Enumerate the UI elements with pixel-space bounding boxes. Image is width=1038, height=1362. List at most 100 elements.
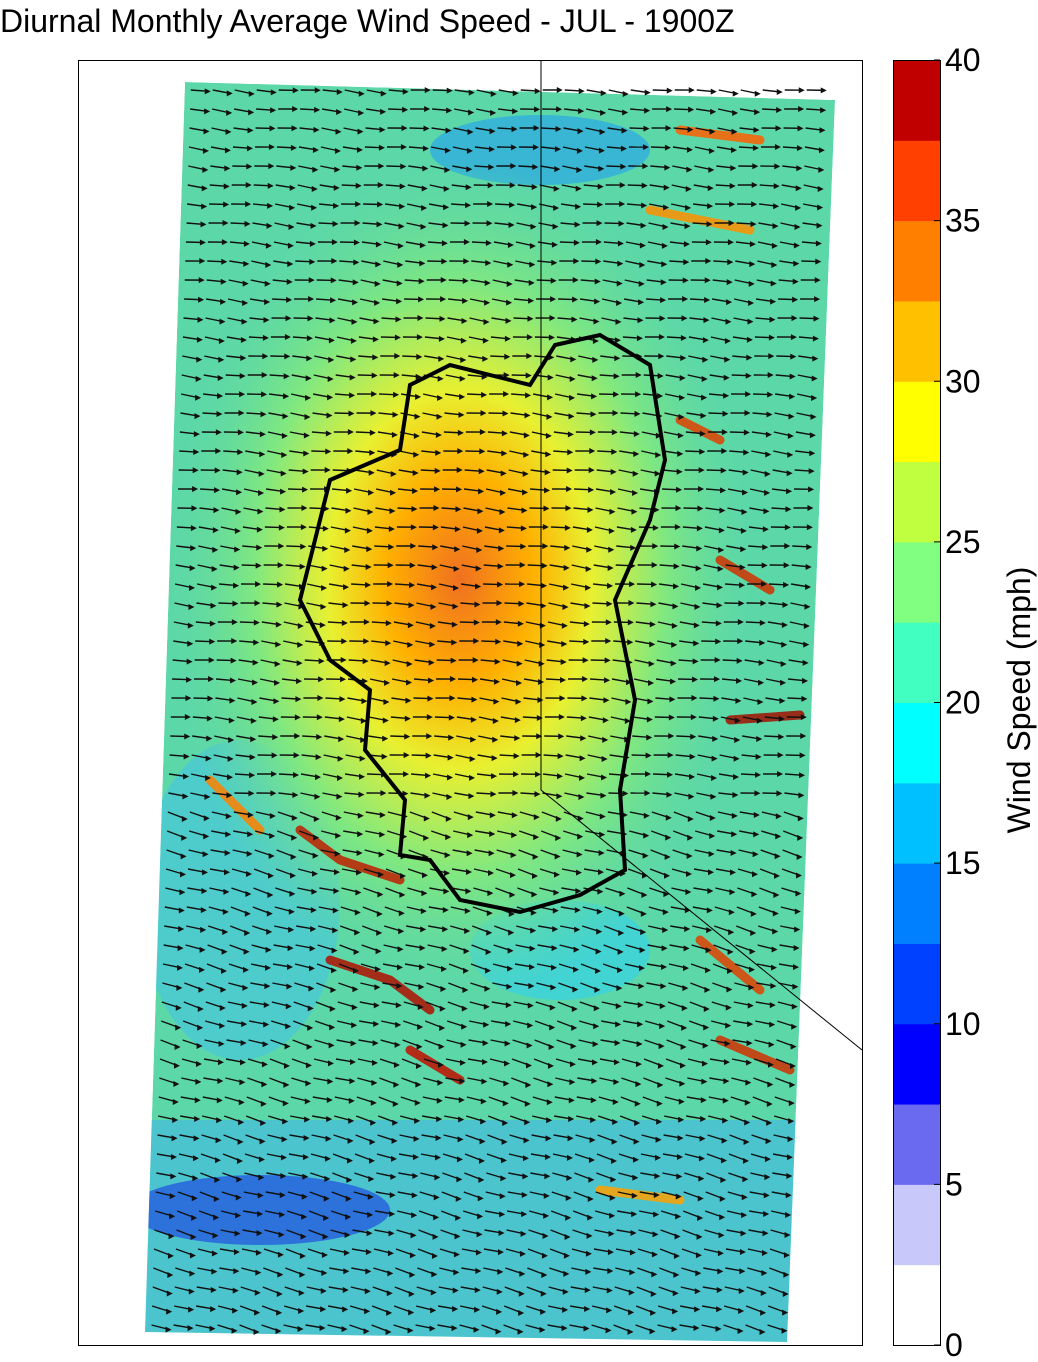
arrow-head: [478, 1176, 485, 1183]
arrow-head: [721, 448, 728, 455]
arrow-head: [191, 1214, 198, 1221]
arrow-head: [278, 543, 285, 550]
arrow-head: [371, 1059, 378, 1066]
arrow-head: [725, 1022, 732, 1029]
arrow-head: [672, 603, 679, 610]
arrow-head: [313, 834, 320, 841]
arrow-head: [782, 1290, 789, 1297]
arrow-head: [198, 277, 205, 284]
arrow-head: [270, 89, 277, 96]
arrow-head: [663, 184, 670, 191]
arrow-head: [739, 582, 746, 589]
arrow-head: [412, 1154, 419, 1161]
arrow-head: [352, 279, 359, 286]
arrow-head: [436, 1116, 443, 1123]
arrow-head: [723, 1078, 730, 1085]
arrow-head: [686, 146, 693, 153]
arrow-head: [367, 1193, 374, 1200]
arrow-head: [514, 735, 521, 742]
arrow-head: [750, 929, 757, 936]
arrow-head: [684, 926, 691, 933]
arrow-head: [759, 619, 766, 626]
arrow-head: [755, 753, 762, 760]
arrow-head: [304, 413, 311, 420]
arrow-head: [457, 1136, 464, 1143]
arrow-head: [560, 676, 567, 683]
arrow-head: [495, 638, 502, 645]
arrow-head: [215, 429, 222, 436]
arrow-head: [385, 1328, 392, 1335]
arrow-head: [602, 736, 609, 743]
arrow-head: [814, 277, 821, 284]
arrow-head: [508, 929, 515, 936]
arrow-head: [817, 204, 824, 211]
arrow-head: [566, 467, 573, 474]
arrow-head: [335, 128, 342, 135]
arrow-head: [555, 834, 562, 841]
arrow-head: [398, 928, 405, 935]
arrow-head: [302, 1154, 309, 1161]
arrow-head: [479, 429, 486, 436]
arrow-head: [244, 910, 251, 917]
arrow-head: [599, 831, 606, 838]
arrow-head: [184, 714, 191, 721]
arrow-head: [426, 714, 433, 721]
arrow-head: [421, 890, 428, 897]
arrow-head: [333, 888, 340, 895]
lake-outline: [297, 332, 668, 915]
arrow-head: [512, 108, 519, 115]
arrow-head: [243, 260, 250, 267]
arrow-head: [409, 1271, 416, 1278]
arrow-head: [376, 910, 383, 917]
arrow-head: [633, 450, 640, 457]
arrow-head: [444, 166, 451, 173]
arrow-head: [793, 945, 800, 952]
arrow-head: [594, 278, 601, 285]
arrow-head: [706, 907, 713, 914]
arrow-head: [256, 1230, 263, 1237]
arrow-head: [240, 354, 247, 361]
arrow-head: [244, 220, 251, 227]
arrow-head: [227, 774, 234, 781]
arrow-head: [621, 127, 628, 134]
arrow-head: [356, 869, 363, 876]
arrow-head: [180, 853, 187, 860]
arrow-head: [232, 1307, 239, 1314]
arrow-head: [673, 1271, 680, 1278]
colorbar-frame: [893, 60, 941, 1346]
arrow-head: [416, 334, 423, 341]
arrow-head: [289, 184, 296, 191]
arrow-head: [464, 928, 471, 935]
arrow-head: [558, 714, 565, 721]
arrow-head: [582, 657, 589, 664]
arrow-head: [307, 1005, 314, 1012]
arrow-head: [222, 928, 229, 935]
arrow-head: [190, 525, 197, 532]
arrow-head: [453, 1251, 460, 1258]
arrow-head: [744, 1119, 751, 1126]
arrow-head: [502, 1119, 509, 1126]
arrow-head: [683, 965, 689, 972]
arrow-head: [718, 527, 725, 534]
arrow-head: [661, 964, 667, 971]
arrow-head: [271, 752, 278, 759]
arrow-head: [198, 986, 205, 993]
arrow-head: [807, 505, 814, 512]
arrow-head: [262, 353, 269, 360]
arrow-head: [488, 850, 495, 857]
arrow-head: [225, 813, 232, 820]
arrow-head: [651, 562, 658, 569]
arrow-head: [380, 108, 387, 115]
arrow-head: [675, 1213, 682, 1220]
arrow-head: [327, 1078, 334, 1085]
arrow-head: [387, 562, 394, 569]
arrow-head: [481, 391, 488, 398]
arrow-head: [533, 834, 540, 841]
arrow-head: [555, 126, 562, 133]
arrow-head: [471, 696, 478, 703]
arrow-head: [354, 929, 361, 936]
arrow-head: [357, 128, 364, 135]
arrow-head: [315, 774, 322, 781]
arrow-head: [259, 451, 266, 458]
arrow-head: [447, 774, 454, 781]
